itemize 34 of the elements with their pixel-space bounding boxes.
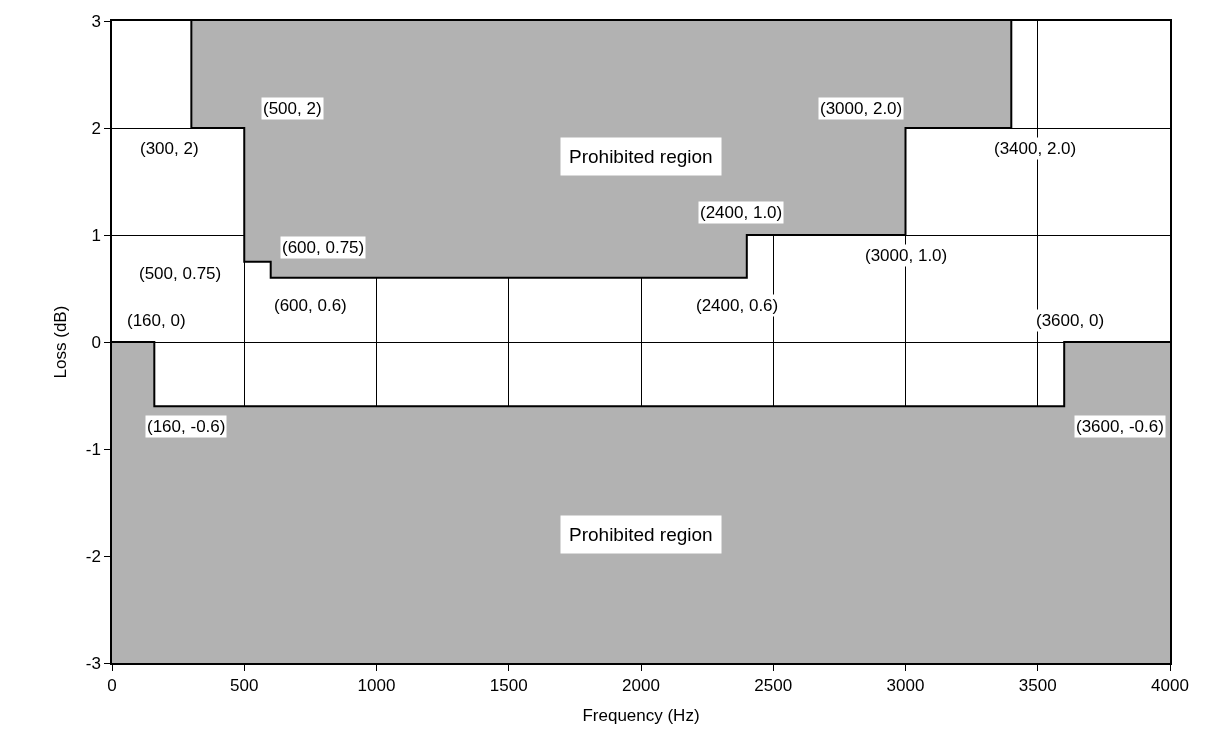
y-tick-label: -2: [85, 546, 101, 566]
annotation: (3400, 2.0): [994, 139, 1077, 158]
annotation: (160, 0): [127, 311, 186, 330]
annotation: (500, 2): [263, 99, 322, 118]
annotation: (3000, 1.0): [865, 246, 948, 265]
annotation: (300, 2): [140, 139, 199, 158]
y-tick-label: 1: [91, 225, 101, 245]
annotation: (3600, 0): [1036, 311, 1105, 330]
annotation: Prohibited region: [569, 524, 713, 545]
x-tick-label: 2500: [754, 676, 793, 696]
x-tick-label: 4000: [1151, 676, 1189, 696]
x-axis-title: Frequency (Hz): [582, 706, 700, 726]
y-tick-label: 3: [91, 11, 101, 31]
x-tick-label: 3500: [1018, 676, 1057, 696]
annotation: (600, 0.6): [274, 296, 347, 315]
x-tick-label: 3000: [886, 676, 925, 696]
annotation: Prohibited region: [569, 146, 713, 167]
y-tick-label: -3: [85, 653, 101, 673]
y-tick-label: 0: [91, 332, 101, 352]
y-tick-label: -1: [85, 439, 101, 459]
annotation: (160, -0.6): [147, 417, 226, 436]
annotation: (3600, -0.6): [1076, 417, 1164, 436]
x-tick-label: 0: [107, 676, 117, 696]
x-tick-label: 1000: [357, 676, 396, 696]
x-tick-label: 2000: [622, 676, 660, 696]
x-tick-label: 1500: [489, 676, 528, 696]
x-tick-label: 500: [230, 676, 259, 696]
annotation: (2400, 1.0): [700, 203, 783, 222]
y-tick-label: 2: [91, 118, 101, 138]
annotation: (500, 0.75): [139, 264, 222, 283]
annotation: (600, 0.75): [282, 238, 365, 257]
annotation: (2400, 0.6): [696, 296, 779, 315]
y-axis-title: Loss (dB): [50, 305, 70, 379]
annotation: (3000, 2.0): [820, 99, 903, 118]
